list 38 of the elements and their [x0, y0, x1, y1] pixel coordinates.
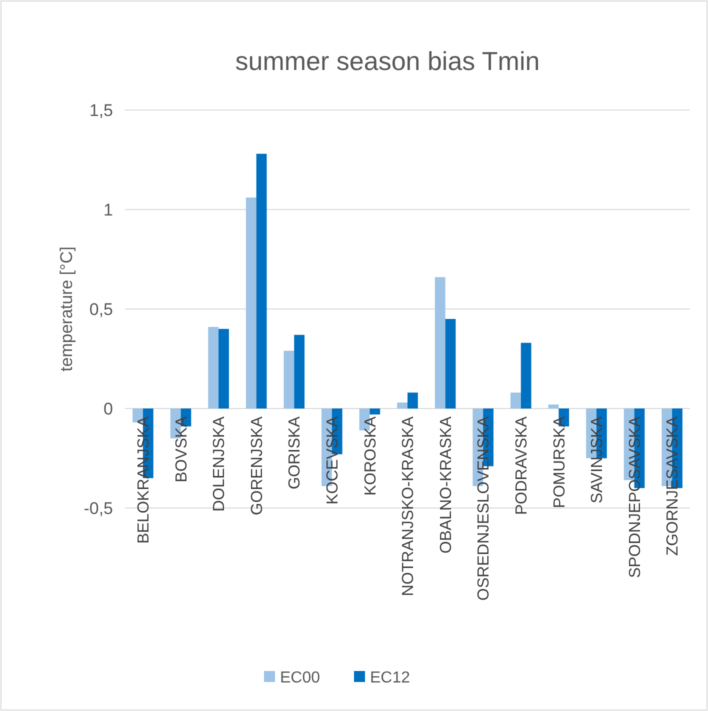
bar [370, 408, 380, 414]
legend-label: EC00 [280, 670, 320, 687]
y-tick-label: -0,5 [84, 498, 113, 518]
bar [246, 198, 256, 408]
x-tick-label: SAVINJSKA [589, 416, 606, 504]
y-tick-label: 1,5 [89, 100, 113, 120]
bar [256, 154, 267, 408]
y-axis-title: temperature [°C] [57, 246, 76, 372]
bar [548, 404, 559, 408]
bar [434, 277, 446, 408]
bar [445, 318, 456, 408]
x-tick-label: KOROSKA [362, 416, 380, 496]
x-tick-label: PODRAVSKA [513, 416, 530, 515]
x-tick-label: NOTRANJSKO-KRASKA [400, 416, 418, 596]
y-tick-label: 1 [104, 200, 113, 220]
x-tick-label: KOCEVSKA [324, 416, 342, 505]
chart-title: summer season bias Tmin [235, 46, 540, 76]
y-tick-label: 0 [104, 399, 113, 418]
x-tick-label: DOLENJSKA [211, 416, 228, 512]
bar [408, 392, 418, 408]
x-tick-label: OSREDNJESLOVENSKA [476, 416, 493, 601]
bar [218, 328, 229, 408]
bar [284, 350, 294, 408]
x-tick-label: POMURSKA [551, 416, 568, 508]
bar [510, 392, 521, 408]
x-tick-label: BOVSKA [173, 416, 190, 482]
y-tick-label: 0,5 [89, 300, 113, 319]
x-tick-label: ZGORNJESAVSKA [664, 416, 682, 556]
bar [520, 342, 532, 408]
legend-label: EC12 [370, 670, 410, 687]
bar [294, 334, 305, 408]
x-tick-label: SPODNJEPOSAVSKA [626, 416, 644, 578]
x-tick-label: GORISKA [286, 416, 304, 490]
bar [397, 402, 408, 408]
x-tick-label: BELOKRANJSKA [136, 416, 153, 544]
bar [208, 326, 219, 408]
x-tick-label: OBALNO-KRASKA [438, 416, 455, 554]
x-tick-label: GORENJSKA [248, 416, 266, 516]
